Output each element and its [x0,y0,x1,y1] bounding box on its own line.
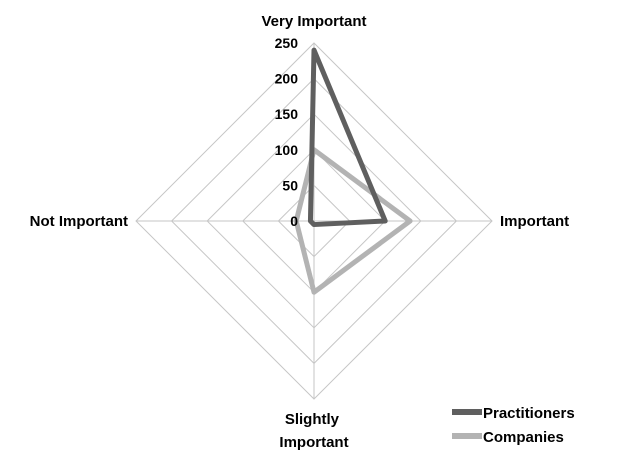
category-label-important: Important [500,213,569,230]
tick-label-50: 50 [282,177,298,193]
tick-label-100: 100 [275,142,299,158]
legend-label-companies: Companies [483,429,564,446]
tick-label-250: 250 [275,35,299,51]
series-line-practitioners [307,47,388,228]
series-line-companies [293,147,413,295]
radial-tick-labels: 0 50 100 150 200 250 [275,35,299,229]
category-label-slightly-important: Slightly Important [279,411,348,451]
slightly-label-line2: Important [279,434,348,451]
legend-label-practitioners: Practitioners [483,405,575,422]
category-label-very-important: Very Important [261,13,366,30]
legend: Practitioners Companies [452,405,575,446]
radar-series [293,47,413,295]
slightly-label-line1: Slightly [285,411,340,428]
tick-label-0: 0 [290,213,298,229]
category-label-not-important: Not Important [30,213,128,230]
tick-label-200: 200 [275,71,299,87]
category-labels: Very Important Important Slightly Import… [30,13,570,451]
tick-label-150: 150 [275,106,299,122]
